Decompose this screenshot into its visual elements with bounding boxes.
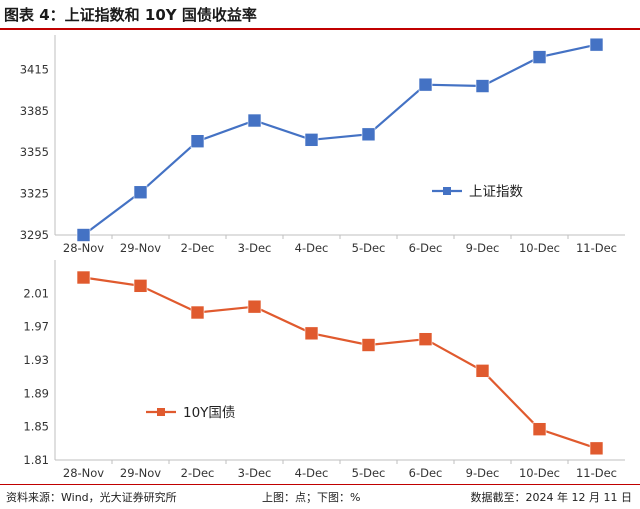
top-legend-label: 上证指数 — [469, 184, 523, 200]
y-tick-label: 1.81 — [23, 453, 49, 467]
data-point-marker — [76, 228, 91, 242]
top-legend-marker — [443, 187, 451, 195]
footer-source: 资料来源：Wind，光大证券研究所 — [6, 491, 177, 504]
x-tick-label: 4-Dec — [295, 241, 329, 255]
x-tick-label: 11-Dec — [576, 241, 617, 255]
bottom-chart: 1.81 1.85 1.89 1.93 1.97 2.01 28-Nov 29-Nov 2-D… — [23, 260, 625, 480]
x-tick-label: 3-Dec — [238, 241, 272, 255]
chart-figure: 3295 3325 3355 3385 3415 28-Nov 29-Nov 2-Dec 3-… — [20, 35, 625, 480]
data-point-marker — [361, 127, 376, 142]
x-tick-label: 6-Dec — [409, 241, 443, 255]
top-series-line — [82, 43, 597, 236]
x-tick-label: 28-Nov — [63, 466, 104, 480]
y-tick-label: 3295 — [20, 228, 49, 242]
data-point-marker — [304, 133, 319, 147]
x-tick-label: 28-Nov — [63, 241, 104, 255]
bottom-legend-label: 10Y国债 — [183, 405, 235, 421]
data-point-marker — [532, 422, 547, 436]
bottom-series-markers — [76, 270, 604, 456]
top-chart: 3295 3325 3355 3385 3415 28-Nov 29-Nov 2-Dec 3-… — [20, 35, 625, 255]
y-tick-label: 3355 — [20, 145, 49, 159]
title-rule — [0, 28, 640, 30]
data-point-marker — [589, 441, 604, 456]
x-tick-label: 5-Dec — [352, 466, 386, 480]
bottom-y-ticks: 1.81 1.85 1.89 1.93 1.97 2.01 — [23, 286, 49, 467]
bottom-x-ticks: 28-Nov 29-Nov 2-Dec 3-Dec 4-Dec 5-Dec 6-Dec 9-D… — [63, 460, 617, 480]
y-tick-label: 3415 — [20, 62, 49, 76]
top-y-ticks: 3295 3325 3355 3385 3415 — [20, 62, 49, 242]
bottom-series-line — [83, 276, 597, 450]
x-tick-label: 6-Dec — [409, 466, 443, 480]
data-point-marker — [133, 279, 148, 293]
data-point-marker — [190, 305, 205, 320]
x-tick-label: 2-Dec — [181, 466, 215, 480]
y-tick-label: 2.01 — [23, 286, 49, 300]
x-tick-label: 29-Nov — [120, 241, 161, 255]
bottom-legend-marker — [157, 408, 165, 416]
bottom-legend: 10Y国债 — [146, 405, 235, 421]
x-tick-label: 29-Nov — [120, 466, 161, 480]
data-point-marker — [475, 79, 490, 93]
x-tick-label: 9-Dec — [466, 466, 500, 480]
x-tick-label: 10-Dec — [519, 466, 560, 480]
data-point-marker — [190, 134, 205, 149]
y-tick-label: 1.89 — [23, 386, 49, 400]
y-tick-label: 1.97 — [23, 320, 49, 334]
x-tick-label: 4-Dec — [295, 466, 329, 480]
data-point-marker — [76, 270, 91, 285]
data-point-marker — [475, 364, 490, 378]
data-point-marker — [532, 50, 547, 64]
y-tick-label: 3325 — [20, 187, 49, 201]
footer-units: 上图：点；下图：% — [262, 491, 361, 504]
data-point-marker — [247, 113, 262, 128]
y-tick-label: 1.85 — [23, 420, 49, 434]
data-point-marker — [133, 185, 148, 200]
y-tick-label: 1.93 — [23, 353, 49, 367]
x-tick-label: 10-Dec — [519, 241, 560, 255]
data-point-marker — [418, 77, 433, 92]
footer-date: 数据截至：2024 年 12 月 11 日 — [470, 491, 632, 504]
top-x-ticks: 28-Nov 29-Nov 2-Dec 3-Dec 4-Dec 5-Dec 6-Dec 9-D… — [63, 235, 617, 255]
x-tick-label: 11-Dec — [576, 466, 617, 480]
data-point-marker — [247, 299, 262, 314]
footer-rule — [0, 484, 640, 485]
top-series-markers — [76, 37, 604, 242]
x-tick-label: 9-Dec — [466, 241, 500, 255]
x-tick-label: 3-Dec — [238, 466, 272, 480]
top-legend: 上证指数 — [432, 184, 523, 200]
data-point-marker — [589, 37, 604, 52]
y-tick-label: 3385 — [20, 104, 49, 118]
page-title: 图表 4：上证指数和 10Y 国债收益率 — [4, 6, 257, 24]
data-point-marker — [304, 326, 319, 341]
data-point-marker — [361, 338, 376, 352]
x-tick-label: 2-Dec — [181, 241, 215, 255]
data-point-marker — [418, 332, 433, 346]
x-tick-label: 5-Dec — [352, 241, 386, 255]
